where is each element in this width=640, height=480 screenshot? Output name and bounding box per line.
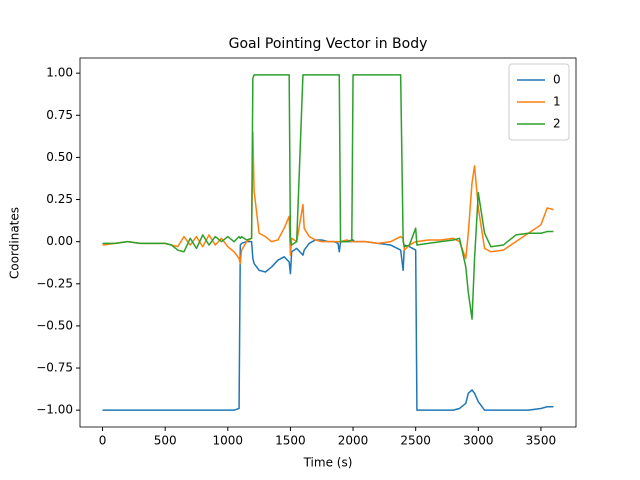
- y-tick-label: −0.75: [36, 361, 73, 375]
- y-tick-label: 0.00: [46, 234, 73, 248]
- x-tick-label: 3000: [463, 434, 494, 448]
- y-tick-label: 0.50: [46, 150, 73, 164]
- x-tick-label: 2500: [400, 434, 431, 448]
- legend-label: 2: [553, 117, 561, 131]
- legend-label: 0: [553, 73, 561, 87]
- chart-title: Goal Pointing Vector in Body: [229, 36, 428, 52]
- x-tick-label: 1500: [275, 434, 306, 448]
- x-tick-label: 2000: [338, 434, 369, 448]
- y-axis-label: Coordinates: [8, 207, 22, 279]
- x-tick-label: 500: [154, 434, 177, 448]
- y-tick-label: 0.25: [46, 192, 73, 206]
- y-tick-label: 0.75: [46, 108, 73, 122]
- y-tick-label: −0.25: [36, 276, 73, 290]
- x-tick-label: 0: [99, 434, 107, 448]
- series-line: [102, 131, 554, 265]
- legend-label: 1: [553, 95, 561, 109]
- series-line: [102, 74, 554, 320]
- y-tick-label: −1.00: [36, 403, 73, 417]
- y-tick-label: 1.00: [46, 66, 73, 80]
- y-tick-label: −0.50: [36, 318, 73, 332]
- plot-frame: [79, 57, 577, 428]
- x-axis-label: Time (s): [303, 456, 353, 470]
- x-tick-label: 3500: [526, 434, 557, 448]
- x-tick-label: 1000: [213, 434, 244, 448]
